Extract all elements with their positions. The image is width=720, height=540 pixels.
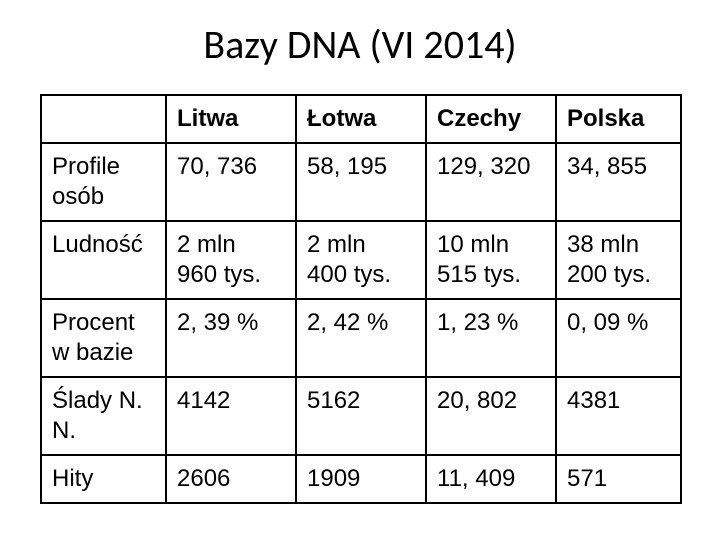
col-header-polska: Polska bbox=[556, 95, 681, 143]
cell: 34, 855 bbox=[556, 143, 681, 221]
cell: 2 mln 960 tys. bbox=[166, 221, 296, 299]
row-label: Hity bbox=[41, 455, 166, 503]
cell: 4381 bbox=[556, 377, 681, 455]
cell: 2 mln 400 tys. bbox=[296, 221, 426, 299]
cell: 2606 bbox=[166, 455, 296, 503]
cell: 20, 802 bbox=[426, 377, 556, 455]
col-header-litwa: Litwa bbox=[166, 95, 296, 143]
cell: 1909 bbox=[296, 455, 426, 503]
table-header-row: Litwa Łotwa Czechy Polska bbox=[41, 95, 681, 143]
cell: 1, 23 % bbox=[426, 299, 556, 377]
col-header-czechy: Czechy bbox=[426, 95, 556, 143]
cell: 5162 bbox=[296, 377, 426, 455]
table-row: Ludność 2 mln 960 tys. 2 mln 400 tys. 10… bbox=[41, 221, 681, 299]
row-label: Ślady N. N. bbox=[41, 377, 166, 455]
table-row: Profile osób 70, 736 58, 195 129, 320 34… bbox=[41, 143, 681, 221]
row-label: Procent w bazie bbox=[41, 299, 166, 377]
row-label: Ludność bbox=[41, 221, 166, 299]
table-row: Procent w bazie 2, 39 % 2, 42 % 1, 23 % … bbox=[41, 299, 681, 377]
cell: 10 mln 515 tys. bbox=[426, 221, 556, 299]
cell: 571 bbox=[556, 455, 681, 503]
row-label: Profile osób bbox=[41, 143, 166, 221]
col-header-blank bbox=[41, 95, 166, 143]
cell: 0, 09 % bbox=[556, 299, 681, 377]
table-row: Ślady N. N. 4142 5162 20, 802 4381 bbox=[41, 377, 681, 455]
cell: 2, 39 % bbox=[166, 299, 296, 377]
page-title: Bazy DNA (VI 2014) bbox=[203, 20, 516, 69]
dna-table: Litwa Łotwa Czechy Polska Profile osób 7… bbox=[40, 94, 682, 504]
cell: 58, 195 bbox=[296, 143, 426, 221]
cell: 11, 409 bbox=[426, 455, 556, 503]
cell: 2, 42 % bbox=[296, 299, 426, 377]
table-container: Litwa Łotwa Czechy Polska Profile osób 7… bbox=[40, 94, 680, 504]
cell: 4142 bbox=[166, 377, 296, 455]
col-header-lotwa: Łotwa bbox=[296, 95, 426, 143]
cell: 70, 736 bbox=[166, 143, 296, 221]
cell: 129, 320 bbox=[426, 143, 556, 221]
table-row: Hity 2606 1909 11, 409 571 bbox=[41, 455, 681, 503]
cell: 38 mln 200 tys. bbox=[556, 221, 681, 299]
